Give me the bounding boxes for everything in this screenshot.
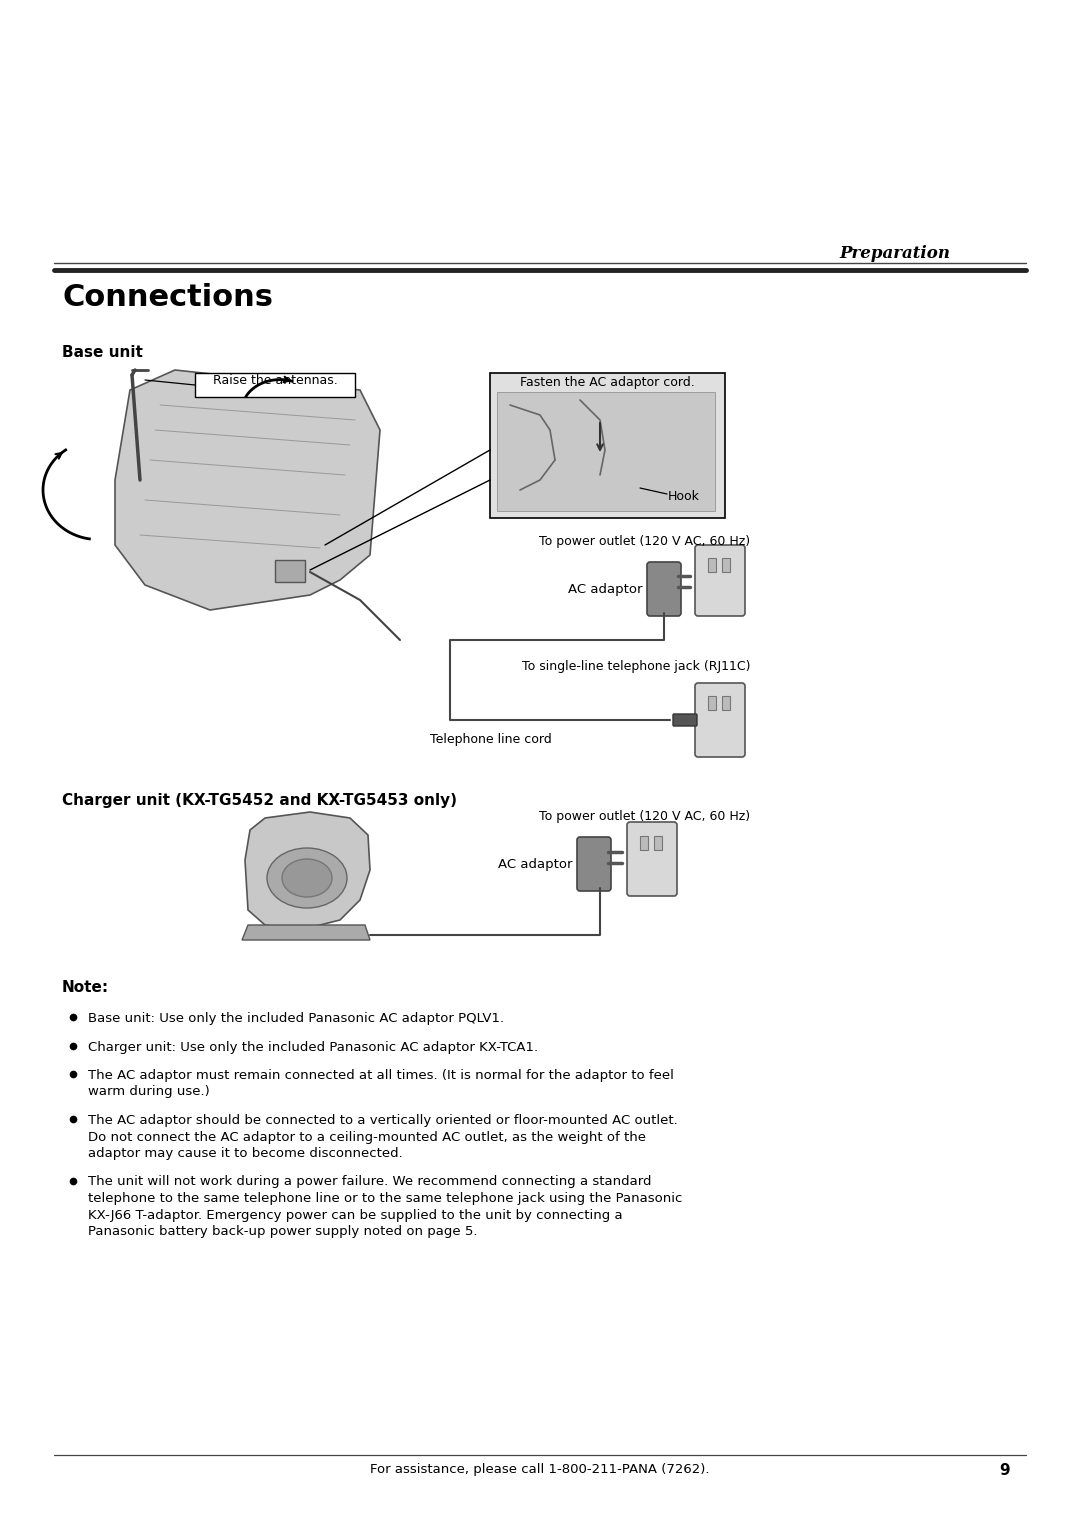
- Text: The AC adaptor must remain connected at all times. (It is normal for the adaptor: The AC adaptor must remain connected at …: [87, 1070, 674, 1082]
- Text: The unit will not work during a power failure. We recommend connecting a standar: The unit will not work during a power fa…: [87, 1175, 651, 1189]
- FancyBboxPatch shape: [673, 714, 697, 726]
- Text: Base unit: Base unit: [62, 345, 143, 361]
- Text: AC adaptor: AC adaptor: [568, 584, 643, 596]
- Text: warm during use.): warm during use.): [87, 1085, 210, 1099]
- Text: To power outlet (120 V AC, 60 Hz): To power outlet (120 V AC, 60 Hz): [539, 535, 750, 549]
- Bar: [723, 695, 730, 711]
- Text: Panasonic battery back-up power supply noted on page 5.: Panasonic battery back-up power supply n…: [87, 1225, 477, 1238]
- Polygon shape: [242, 924, 370, 940]
- Text: telephone to the same telephone line or to the same telephone jack using the Pan: telephone to the same telephone line or …: [87, 1192, 683, 1206]
- Text: Preparation: Preparation: [839, 244, 950, 261]
- Text: Charger unit: Use only the included Panasonic AC adaptor KX-TCA1.: Charger unit: Use only the included Pana…: [87, 1041, 538, 1053]
- FancyBboxPatch shape: [647, 562, 681, 616]
- Text: Base unit: Use only the included Panasonic AC adaptor PQLV1.: Base unit: Use only the included Panason…: [87, 1012, 504, 1025]
- FancyBboxPatch shape: [696, 545, 745, 616]
- Text: KX-J66 T-adaptor. Emergency power can be supplied to the unit by connecting a: KX-J66 T-adaptor. Emergency power can be…: [87, 1209, 623, 1221]
- Text: To single-line telephone jack (RJ11C): To single-line telephone jack (RJ11C): [522, 660, 750, 672]
- FancyBboxPatch shape: [627, 822, 677, 895]
- Bar: [490, 373, 725, 518]
- Bar: [640, 836, 648, 850]
- Text: AC adaptor: AC adaptor: [499, 859, 573, 871]
- Text: For assistance, please call 1-800-211-PANA (7262).: For assistance, please call 1-800-211-PA…: [370, 1462, 710, 1476]
- Text: adaptor may cause it to become disconnected.: adaptor may cause it to become disconnec…: [87, 1148, 403, 1160]
- FancyBboxPatch shape: [577, 837, 611, 891]
- Text: Fasten the AC adaptor cord.: Fasten the AC adaptor cord.: [519, 376, 694, 390]
- Text: Telephone line cord: Telephone line cord: [430, 733, 552, 746]
- Bar: [195, 373, 355, 397]
- Text: Do not connect the AC adaptor to a ceiling-mounted AC outlet, as the weight of t: Do not connect the AC adaptor to a ceili…: [87, 1131, 646, 1143]
- Text: Charger unit (KX-TG5452 and KX-TG5453 only): Charger unit (KX-TG5452 and KX-TG5453 on…: [62, 793, 457, 808]
- Polygon shape: [245, 811, 370, 931]
- Ellipse shape: [282, 859, 332, 897]
- Ellipse shape: [267, 848, 347, 908]
- Text: 9: 9: [999, 1462, 1010, 1478]
- Text: Raise the antennas.: Raise the antennas.: [213, 374, 337, 387]
- Polygon shape: [114, 370, 380, 610]
- Text: Connections: Connections: [62, 283, 273, 312]
- Bar: [708, 695, 716, 711]
- Bar: [497, 393, 715, 510]
- Bar: [654, 836, 662, 850]
- Text: Hook: Hook: [669, 490, 700, 503]
- FancyBboxPatch shape: [696, 683, 745, 756]
- Text: The AC adaptor should be connected to a vertically oriented or floor-mounted AC : The AC adaptor should be connected to a …: [87, 1114, 678, 1128]
- Bar: [723, 558, 730, 571]
- Text: To power outlet (120 V AC, 60 Hz): To power outlet (120 V AC, 60 Hz): [539, 810, 750, 824]
- Text: Note:: Note:: [62, 979, 109, 995]
- Bar: [708, 558, 716, 571]
- Bar: [275, 559, 305, 582]
